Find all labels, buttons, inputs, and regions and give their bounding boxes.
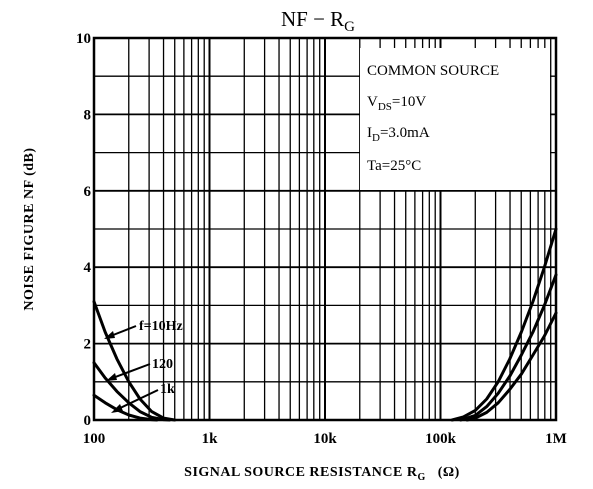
y-tick-label: 8 [84, 107, 92, 123]
series-line-f-10hz-high-r [450, 227, 558, 422]
id-sub: D [372, 132, 380, 144]
y-tick-label: 10 [76, 31, 91, 47]
series-label-10hz: f=10Hz [139, 319, 183, 334]
condition-id: ID=3.0mA [367, 125, 430, 144]
annotation-arrowhead-120 [106, 373, 117, 381]
series-line-1k-low-r [92, 393, 159, 422]
x-axis-label-main: SIGNAL SOURCE RESISTANCE R [184, 465, 418, 480]
condition-ta: Ta=25°C [367, 158, 421, 174]
x-tick-label: 1M [545, 431, 567, 447]
x-tick-label: 10k [313, 431, 337, 447]
series-line-120-high-r [459, 273, 558, 422]
x-axis-label-unit: (Ω) [438, 465, 460, 480]
y-tick-label: 2 [84, 337, 92, 353]
x-axis-label-sub: G [417, 472, 425, 483]
x-tick-label: 100k [425, 431, 457, 447]
id-main: I [367, 125, 372, 141]
conditions-background [360, 48, 550, 190]
id-value: =3.0mA [380, 125, 430, 141]
y-tick-label: 4 [84, 260, 92, 276]
tick-labels: 100 1k 10k 100k 1M 0 2 4 6 8 10 [76, 31, 567, 447]
x-tick-label: 100 [83, 431, 106, 447]
series-line-1k-high-r [465, 311, 558, 422]
series-annotations: f=10Hz 120 1k [104, 319, 183, 413]
vds-main: V [367, 94, 378, 110]
annotation-arrowhead-10hz [104, 331, 115, 339]
vds-sub: DS [378, 101, 392, 113]
annotation-arrow-1k [115, 389, 159, 411]
chart-title-main: NF − R [281, 7, 344, 31]
y-tick-label: 6 [84, 184, 92, 200]
conditions-box: COMMON SOURCE VDS=10V ID=3.0mA Ta=25°C [360, 48, 550, 190]
y-tick-label: 0 [84, 413, 92, 429]
vds-value: =10V [392, 94, 426, 110]
condition-vds: VDS=10V [367, 94, 426, 113]
x-axis-label: SIGNAL SOURCE RESISTANCE RG (Ω) [184, 465, 460, 483]
chart-title: NF − RG [281, 7, 355, 35]
series-label-1k: 1k [160, 382, 175, 397]
annotation-arrowhead-1k [111, 404, 123, 413]
annotation-arrow-120 [109, 363, 151, 380]
chart-title-sub: G [344, 19, 355, 35]
series-label-120: 120 [152, 357, 173, 372]
x-tick-label: 1k [202, 431, 219, 447]
y-axis-label: NOISE FIGURE NF (dB) [22, 147, 37, 310]
condition-circuit: COMMON SOURCE [367, 63, 499, 79]
